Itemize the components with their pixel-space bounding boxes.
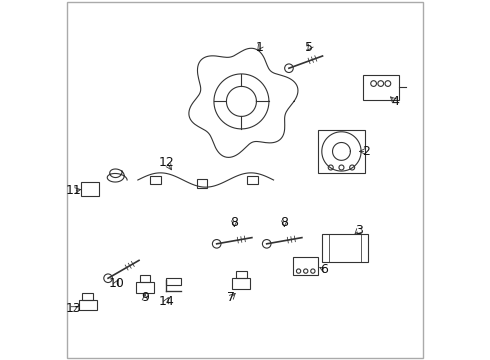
Bar bbox=[167, 278, 181, 285]
Bar bbox=[318, 130, 365, 173]
Text: 12: 12 bbox=[159, 156, 174, 168]
Bar bbox=[322, 234, 368, 262]
Text: 7: 7 bbox=[227, 291, 235, 305]
Text: 10: 10 bbox=[108, 277, 124, 290]
Text: 5: 5 bbox=[305, 41, 313, 54]
Text: 3: 3 bbox=[355, 224, 363, 237]
Bar bbox=[232, 278, 250, 289]
Bar bbox=[363, 75, 398, 100]
Text: 4: 4 bbox=[391, 95, 399, 108]
Text: 11: 11 bbox=[66, 184, 81, 197]
Text: 14: 14 bbox=[159, 295, 174, 308]
Bar bbox=[293, 257, 318, 275]
Bar bbox=[197, 179, 207, 188]
Bar bbox=[236, 271, 247, 278]
Bar bbox=[82, 293, 93, 300]
Bar bbox=[140, 275, 150, 282]
Text: 6: 6 bbox=[319, 263, 327, 276]
Bar bbox=[136, 282, 154, 293]
Text: 13: 13 bbox=[66, 302, 81, 315]
Bar bbox=[247, 176, 258, 184]
Bar bbox=[150, 176, 161, 184]
Text: 9: 9 bbox=[141, 291, 149, 305]
Text: 8: 8 bbox=[280, 216, 288, 229]
Bar bbox=[79, 300, 97, 310]
Text: 8: 8 bbox=[230, 216, 238, 229]
Text: 2: 2 bbox=[363, 145, 370, 158]
Text: 1: 1 bbox=[255, 41, 263, 54]
Bar bbox=[81, 182, 98, 196]
